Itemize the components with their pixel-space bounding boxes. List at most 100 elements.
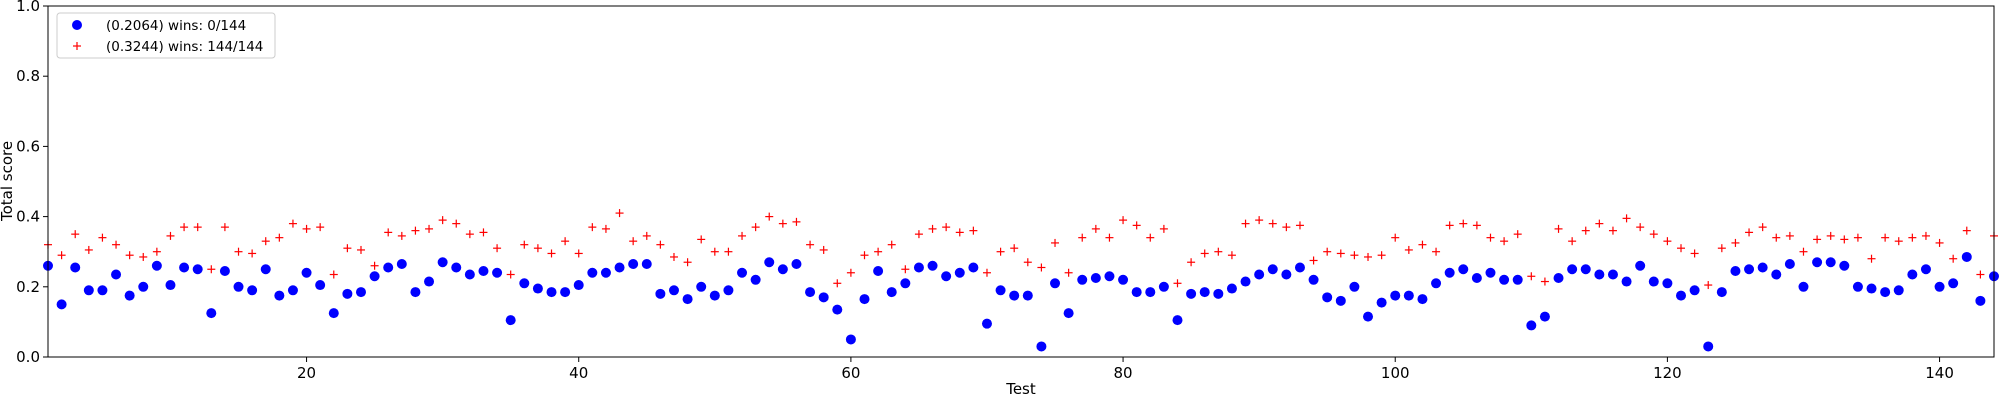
data-point-series-1 bbox=[1771, 269, 1782, 280]
data-point-series-1 bbox=[1403, 290, 1414, 301]
data-point-series-1 bbox=[900, 278, 911, 289]
data-point-series-2 bbox=[1146, 233, 1155, 242]
data-point-series-1 bbox=[206, 308, 217, 319]
data-point-series-2 bbox=[1513, 230, 1522, 239]
data-point-series-1 bbox=[1009, 290, 1020, 301]
legend-box bbox=[56, 12, 276, 59]
plot-frame bbox=[47, 5, 1995, 358]
data-point-series-2 bbox=[1323, 247, 1332, 256]
data-point-series-2 bbox=[1853, 233, 1862, 242]
data-point-series-2 bbox=[574, 249, 583, 258]
data-point-series-2 bbox=[1813, 235, 1822, 244]
x-tick-label: 140 bbox=[1925, 364, 1954, 382]
data-point-series-2 bbox=[942, 223, 951, 232]
data-point-series-1 bbox=[927, 260, 938, 271]
data-point-series-1 bbox=[913, 262, 924, 273]
x-tick-label: 120 bbox=[1653, 364, 1682, 382]
data-point-series-2 bbox=[1377, 251, 1386, 260]
data-point-series-2 bbox=[479, 228, 488, 237]
data-point-series-1 bbox=[1199, 287, 1210, 298]
data-point-series-2 bbox=[1622, 214, 1631, 223]
legend-marker-series-1 bbox=[72, 20, 82, 30]
data-point-series-1 bbox=[1213, 288, 1224, 299]
data-point-series-1 bbox=[1948, 278, 1959, 289]
data-point-series-1 bbox=[941, 271, 952, 282]
series-1 bbox=[43, 251, 1999, 352]
data-point-series-1 bbox=[764, 257, 775, 268]
data-point-series-2 bbox=[1540, 277, 1549, 286]
data-point-series-2 bbox=[465, 230, 474, 239]
data-point-series-1 bbox=[505, 315, 516, 326]
data-point-series-2 bbox=[1227, 251, 1236, 260]
data-point-series-1 bbox=[1172, 315, 1183, 326]
data-point-series-1 bbox=[1145, 287, 1156, 298]
data-point-series-2 bbox=[220, 223, 229, 232]
data-point-series-2 bbox=[765, 212, 774, 221]
data-point-series-2 bbox=[683, 258, 692, 267]
data-point-series-1 bbox=[383, 262, 394, 273]
data-point-series-1 bbox=[995, 285, 1006, 296]
y-tick-label: 0.0 bbox=[16, 348, 40, 366]
y-axis-label: Total score bbox=[0, 141, 16, 222]
data-point-series-2 bbox=[1745, 228, 1754, 237]
data-point-series-1 bbox=[546, 287, 557, 298]
data-point-series-2 bbox=[411, 226, 420, 235]
data-point-series-2 bbox=[302, 224, 311, 233]
data-point-series-1 bbox=[328, 308, 339, 319]
data-point-series-2 bbox=[601, 224, 610, 233]
data-point-series-2 bbox=[901, 265, 910, 274]
data-point-series-1 bbox=[1757, 262, 1768, 273]
data-point-series-2 bbox=[1159, 224, 1168, 233]
data-point-series-2 bbox=[343, 244, 352, 253]
data-point-series-1 bbox=[355, 287, 366, 298]
x-tick-label: 100 bbox=[1381, 364, 1410, 382]
data-point-series-1 bbox=[682, 294, 693, 305]
data-point-series-1 bbox=[1471, 273, 1482, 284]
data-point-series-2 bbox=[1350, 251, 1359, 260]
data-point-series-2 bbox=[356, 245, 365, 254]
y-tick-label: 0.4 bbox=[16, 208, 40, 226]
data-point-series-2 bbox=[1976, 270, 1985, 279]
data-point-series-1 bbox=[56, 299, 67, 310]
data-point-series-2 bbox=[84, 245, 93, 254]
data-point-series-2 bbox=[1445, 221, 1454, 230]
data-point-series-2 bbox=[1119, 216, 1128, 225]
data-point-series-2 bbox=[397, 231, 406, 240]
x-axis-ticks: 20 40 60 80 100 120 140 bbox=[297, 357, 1954, 382]
data-point-series-2 bbox=[1268, 219, 1277, 228]
data-point-series-1 bbox=[1662, 278, 1673, 289]
data-point-series-1 bbox=[192, 264, 203, 275]
data-point-series-2 bbox=[955, 228, 964, 237]
data-point-series-2 bbox=[506, 270, 515, 279]
data-point-series-1 bbox=[260, 264, 271, 275]
plot-area bbox=[48, 6, 1994, 357]
data-point-series-1 bbox=[1390, 290, 1401, 301]
data-point-series-2 bbox=[1785, 231, 1794, 240]
data-point-series-1 bbox=[1676, 290, 1687, 301]
data-point-series-1 bbox=[315, 280, 326, 291]
data-point-series-2 bbox=[71, 230, 80, 239]
data-point-series-2 bbox=[1404, 245, 1413, 254]
data-point-series-2 bbox=[1309, 256, 1318, 265]
data-point-series-1 bbox=[1335, 295, 1346, 306]
x-axis-label: Test bbox=[1005, 380, 1036, 398]
data-point-series-1 bbox=[1607, 269, 1618, 280]
data-point-series-2 bbox=[982, 268, 991, 277]
data-point-series-2 bbox=[1949, 254, 1958, 263]
data-point-series-2 bbox=[112, 240, 121, 249]
data-point-series-1 bbox=[301, 267, 312, 278]
data-point-series-1 bbox=[573, 280, 584, 291]
data-point-series-1 bbox=[1104, 271, 1115, 282]
data-point-series-2 bbox=[561, 237, 570, 246]
data-point-series-1 bbox=[1254, 269, 1265, 280]
data-point-series-2 bbox=[1432, 247, 1441, 256]
data-point-series-2 bbox=[738, 231, 747, 240]
y-axis-ticks: 0.0 0.2 0.4 0.6 0.8 1.0 bbox=[16, 0, 48, 366]
data-point-series-1 bbox=[587, 267, 598, 278]
data-point-series-1 bbox=[1961, 251, 1972, 262]
data-point-series-2 bbox=[588, 223, 597, 232]
data-point-series-1 bbox=[668, 285, 679, 296]
data-point-series-1 bbox=[641, 258, 652, 269]
data-point-series-2 bbox=[57, 251, 66, 260]
data-point-series-2 bbox=[1364, 252, 1373, 261]
